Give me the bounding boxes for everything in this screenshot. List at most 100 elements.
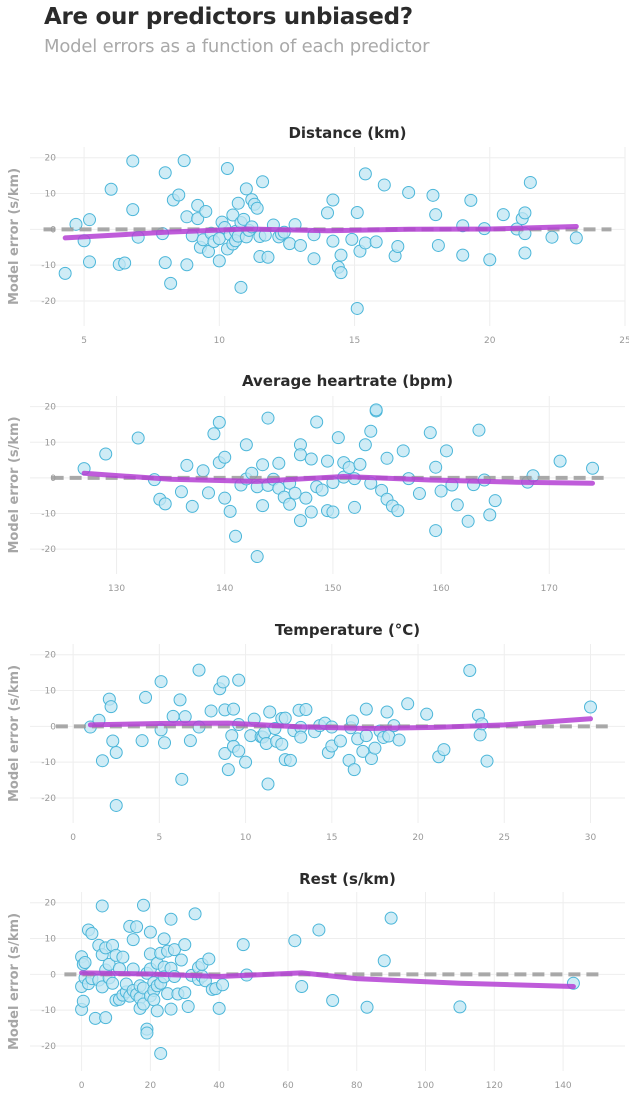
data-point	[192, 663, 206, 677]
data-point	[423, 426, 437, 440]
data-point	[429, 524, 443, 538]
data-point	[178, 986, 192, 1000]
data-point	[227, 702, 241, 716]
data-point	[345, 232, 359, 246]
data-point	[150, 1004, 164, 1018]
y-tick-label: -10	[41, 261, 56, 271]
data-point	[239, 755, 253, 769]
data-point	[139, 690, 153, 704]
y-axis-label: Model error (s/km)	[7, 913, 22, 1050]
y-tick-label: -10	[41, 1006, 56, 1016]
data-point	[180, 458, 194, 472]
data-point	[106, 976, 120, 990]
x-tick-label: 120	[486, 1081, 503, 1091]
data-point	[348, 500, 362, 514]
data-point	[237, 212, 251, 226]
data-point	[426, 188, 440, 202]
data-point	[104, 182, 118, 196]
data-point	[350, 301, 364, 315]
trend-line	[79, 970, 576, 989]
data-point	[358, 236, 372, 250]
page-subtitle: Model errors as a function of each predi…	[44, 36, 430, 57]
data-point	[437, 743, 451, 757]
y-axis-label: Model error (s/km)	[7, 168, 22, 305]
data-point	[396, 444, 410, 458]
data-point	[463, 663, 477, 677]
data-point	[321, 454, 334, 468]
data-point	[586, 461, 600, 475]
data-point	[143, 925, 157, 939]
data-point	[106, 734, 120, 748]
data-point	[177, 154, 191, 168]
data-point	[135, 734, 149, 748]
data-point	[95, 754, 109, 768]
data-point	[109, 798, 123, 812]
data-point	[175, 772, 189, 786]
data-point	[85, 927, 99, 941]
data-point	[326, 234, 340, 248]
data-point	[225, 729, 239, 743]
data-point	[364, 424, 378, 438]
data-point	[199, 204, 213, 218]
data-point	[315, 483, 329, 497]
y-tick-label: -10	[41, 758, 56, 768]
data-point	[412, 487, 426, 501]
data-point	[126, 154, 140, 168]
data-point	[220, 161, 234, 175]
data-point	[174, 485, 188, 499]
data-point	[293, 238, 307, 252]
data-point	[126, 203, 140, 217]
x-tick-label: 160	[432, 584, 449, 594]
data-point	[483, 253, 497, 267]
data-point	[283, 497, 297, 511]
y-tick-label: -10	[41, 509, 56, 519]
x-tick-label: 15	[326, 833, 337, 843]
data-point	[78, 956, 92, 970]
data-point	[181, 1000, 195, 1014]
data-point	[518, 206, 532, 220]
data-point	[99, 1011, 113, 1025]
data-point	[456, 248, 470, 262]
data-point	[312, 923, 326, 937]
data-point	[202, 486, 215, 500]
y-tick-label: -20	[41, 297, 56, 307]
data-point	[261, 777, 275, 791]
data-point	[391, 504, 405, 518]
data-point	[334, 266, 348, 280]
x-tick-label: 25	[499, 833, 510, 843]
data-point	[392, 733, 406, 747]
x-tick-label: 30	[585, 833, 597, 843]
data-point	[429, 460, 443, 474]
y-tick-label: -20	[41, 545, 56, 555]
data-point	[584, 700, 598, 714]
data-point	[118, 256, 132, 270]
data-point	[359, 729, 373, 743]
x-tick-label: 40	[213, 1081, 225, 1091]
x-tick-label: 100	[417, 1081, 434, 1091]
data-point	[212, 1001, 226, 1015]
y-tick-label: 10	[45, 438, 57, 448]
data-point	[299, 491, 313, 505]
data-point	[173, 693, 187, 707]
y-axis-label: Model error (s/km)	[7, 416, 22, 553]
y-tick-label: 0	[50, 970, 56, 980]
data-point	[164, 912, 178, 926]
data-point	[473, 728, 487, 742]
y-tick-label: 20	[45, 899, 57, 909]
x-tick-label: 150	[324, 584, 341, 594]
chart-panel-3: 0 5 10 15 20 25 30 -20 -10 0 10 20 Temperature (°C) M…	[7, 621, 625, 843]
data-point	[116, 950, 130, 964]
data-point	[342, 461, 356, 475]
data-point	[283, 237, 297, 251]
data-point	[334, 248, 348, 262]
data-point	[360, 1000, 374, 1014]
y-tick-label: 20	[45, 651, 57, 661]
x-tick-label: 10	[214, 336, 226, 346]
y-axis-label: Model error (s/km)	[7, 665, 22, 802]
x-tick-label: 20	[484, 336, 496, 346]
data-point	[402, 185, 416, 199]
data-point	[250, 201, 264, 215]
data-point	[288, 934, 302, 948]
data-point	[158, 256, 172, 270]
